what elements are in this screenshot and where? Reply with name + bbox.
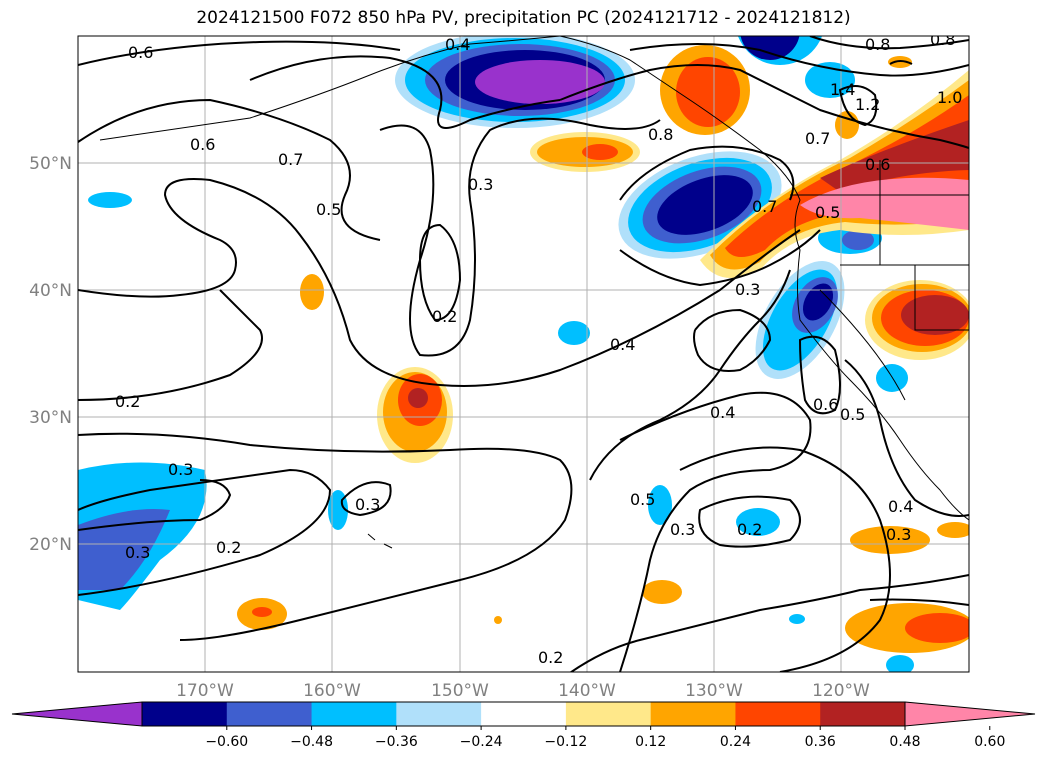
colorbar: −0.60 −0.48 −0.36 −0.24 −0.12 0.12 0.24 0.36 0.4… (11, 701, 1036, 750)
contour-label: 0.6 (190, 135, 215, 154)
contour-label: 0.8 (930, 30, 955, 49)
contour-label: 0.6 (128, 43, 153, 62)
contour-label: 1.2 (855, 95, 880, 114)
contour-label: 0.3 (468, 175, 493, 194)
contour-label: 0.5 (815, 203, 840, 222)
positive-shading (237, 45, 969, 653)
colorbar-extend-high (904, 701, 1036, 727)
longitude-labels: 170°W 160°W 150°W 140°W 130°W 120°W (176, 681, 870, 701)
contour-label: 0.7 (805, 129, 830, 148)
colorbar-segment (565, 702, 652, 726)
contour-label: 0.5 (316, 200, 341, 219)
contour-label: 0.3 (735, 280, 760, 299)
lon-label: 140°W (558, 681, 616, 701)
contour-label: 0.3 (670, 520, 695, 539)
contour-label: 0.8 (648, 125, 673, 144)
colorbar-segment (735, 702, 821, 726)
colorbar-segment (311, 702, 397, 726)
map-frame (77, 35, 970, 673)
contour-label: 0.2 (737, 520, 762, 539)
contour-label: 0.2 (538, 648, 563, 667)
colorbar-tick-label: 0.24 (720, 734, 751, 750)
figure-title: 2024121500 F072 850 hPa PV, precipitatio… (196, 8, 851, 28)
lat-label: 50°N (29, 154, 72, 174)
lon-label: 170°W (176, 681, 234, 701)
contour-label: 0.2 (432, 307, 457, 326)
colorbar-tick-label: 0.60 (974, 734, 1005, 750)
contour-label: 0.8 (865, 35, 890, 54)
contour-label: 0.3 (355, 495, 380, 514)
lat-label: 40°N (29, 281, 72, 301)
colorbar-outline (141, 701, 906, 727)
contour-label: 0.4 (710, 403, 735, 422)
lat-label: 20°N (29, 535, 72, 555)
contour-label: 0.5 (840, 405, 865, 424)
colorbar-tick-label: −0.36 (375, 734, 418, 750)
colorbar-tick-label: −0.12 (544, 734, 587, 750)
contour-label: 0.4 (610, 335, 635, 354)
contour-label: 0.3 (125, 543, 150, 562)
colorbar-tick-label: 0.12 (635, 734, 666, 750)
map-panel: 0.6 0.4 0.8 0.8 0.6 0.7 0.3 0.5 0.2 0.8 … (78, 30, 969, 672)
colorbar-segment (650, 702, 736, 726)
contour-label: 1.4 (830, 80, 855, 99)
lat-label: 30°N (29, 408, 72, 428)
colorbar-segment (481, 702, 567, 726)
contour-label: 0.3 (168, 460, 193, 479)
contour-label: 0.4 (888, 497, 913, 516)
contour-label: 0.6 (813, 395, 838, 414)
contour-label: 0.3 (886, 525, 911, 544)
colorbar-tick-label: −0.24 (460, 734, 503, 750)
lon-label: 130°W (685, 681, 743, 701)
lon-label: 160°W (303, 681, 361, 701)
contour-label: 0.2 (216, 538, 241, 557)
colorbar-segment (226, 702, 313, 726)
colorbar-tick-label: −0.60 (205, 734, 248, 750)
negative-shading (78, 36, 914, 672)
contour-label: 0.6 (865, 155, 890, 174)
lon-label: 150°W (431, 681, 489, 701)
lon-label: 120°W (812, 681, 870, 701)
contour-labels: 0.6 0.4 0.8 0.8 0.6 0.7 0.3 0.5 0.2 0.8 … (115, 30, 962, 667)
colorbar-tick-label: −0.48 (290, 734, 333, 750)
colorbar-segment (142, 702, 228, 726)
colorbar-segment (820, 702, 906, 726)
contour-label: 1.0 (937, 88, 962, 107)
colorbar-tick-label: 0.48 (889, 734, 920, 750)
colorbar-extend-low (11, 701, 143, 727)
latitude-labels: 50°N 40°N 30°N 20°N (29, 154, 72, 555)
colorbar-tick-label: 0.36 (805, 734, 836, 750)
pv-contours (78, 36, 969, 672)
contour-label: 0.2 (115, 392, 140, 411)
contour-label: 0.7 (278, 150, 303, 169)
contour-label: 0.5 (630, 490, 655, 509)
colorbar-segment (396, 702, 482, 726)
contour-label: 0.7 (752, 197, 777, 216)
contour-label: 0.4 (445, 35, 470, 54)
coastlines (99, 36, 969, 549)
